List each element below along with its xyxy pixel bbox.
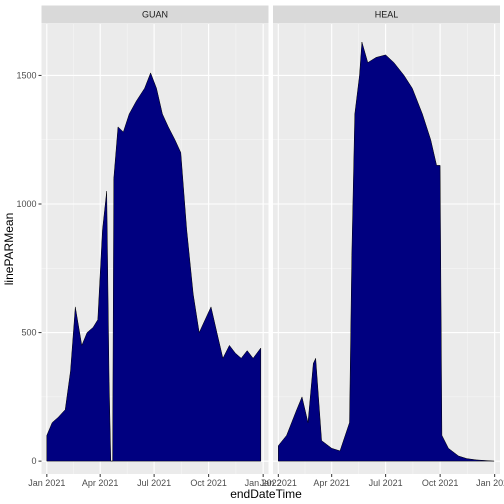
y-tick-label: 1000 — [16, 199, 36, 209]
x-axis-title: endDateTime — [230, 487, 302, 501]
y-tick-label: 1500 — [16, 70, 36, 80]
x-tick-label: Oct 2021 — [190, 478, 227, 488]
facet-label-heal: HEAL — [375, 10, 399, 20]
x-tick-label: Apr 2021 — [313, 478, 350, 488]
series-heal — [278, 41, 495, 462]
x-tick-label: Jul 2021 — [137, 478, 171, 488]
x-tick-label: Jul 2021 — [369, 478, 403, 488]
y-axis: 0 500 1000 1500 — [16, 70, 42, 466]
x-tick-label: Jan 2021 — [260, 478, 297, 488]
series-guan — [46, 72, 262, 462]
x-axis: Jan 2021 Apr 2021 Jul 2021 Oct 2021 Jan 2022… — [28, 474, 504, 488]
facet-panel-guan: GUAN — [41, 5, 269, 474]
y-tick-label: 500 — [21, 328, 36, 338]
x-tick-label: Jan 2022 — [245, 478, 282, 488]
x-tick-label: Apr 2021 — [82, 478, 119, 488]
x-tick-label: Oct 2021 — [422, 478, 459, 488]
series-area-heal — [278, 41, 495, 462]
x-tick-label: Jan 2022 — [476, 478, 504, 488]
facet-panel-heal: HEAL — [273, 5, 500, 474]
y-tick-label: 0 — [31, 456, 36, 466]
facet-strip-heal — [273, 5, 500, 24]
facet-strip-guan — [41, 5, 269, 24]
x-tick-label: Jan 2021 — [28, 478, 65, 488]
facet-label-guan: GUAN — [142, 10, 168, 20]
series-area-guan — [46, 72, 262, 462]
y-axis-title: linePARMean — [2, 213, 16, 285]
